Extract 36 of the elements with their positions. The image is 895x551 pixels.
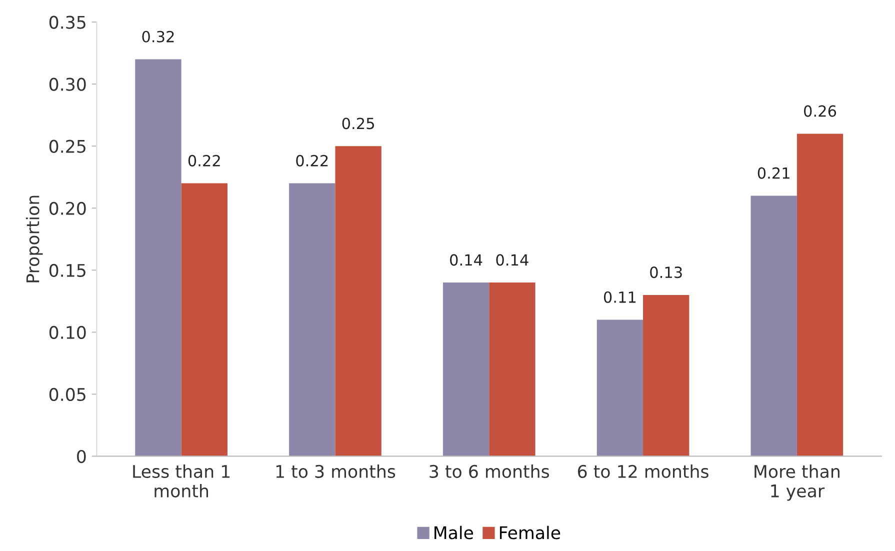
bar [135,59,182,456]
bar [289,183,336,456]
bar [181,183,228,456]
y-tick-label: 0.35 [49,16,86,29]
data-label: 0.22 [296,154,328,166]
data-label: 0.25 [342,118,374,130]
y-tick-label: 0 [77,450,86,464]
data-label: 0.21 [758,167,790,179]
legend-label: Male [434,526,474,540]
y-tick-label: 0.20 [49,202,86,215]
data-label: 0.14 [450,254,482,266]
data-label: 0.13 [650,266,682,278]
y-axis-title: Proportion [26,196,43,282]
x-tick-label: 6 to 12 months [578,464,708,478]
bar [643,294,690,456]
bar [335,146,382,456]
bar [750,196,797,456]
bar [442,282,490,456]
data-label: 0.26 [804,105,836,117]
data-label: 0.32 [142,30,174,42]
bar [796,134,844,456]
x-tick-label: Less than 1 month [133,464,230,498]
data-label: 0.22 [188,154,220,166]
x-tick-label: More than 1 year [754,464,840,501]
y-tick-label: 0.10 [49,326,86,340]
data-label: 0.11 [604,291,636,303]
bar [489,282,536,456]
y-tick-label: 0.05 [49,388,86,402]
legend-label: Female [500,526,560,540]
data-label: 0.14 [496,254,528,266]
x-tick-label: 1 to 3 months [276,464,396,478]
y-tick-label: 0.30 [49,78,86,91]
x-tick-label: 3 to 6 months [430,464,550,478]
y-tick-label: 0.25 [49,140,86,153]
bar [596,320,644,456]
y-tick-label: 0.15 [49,264,86,277]
